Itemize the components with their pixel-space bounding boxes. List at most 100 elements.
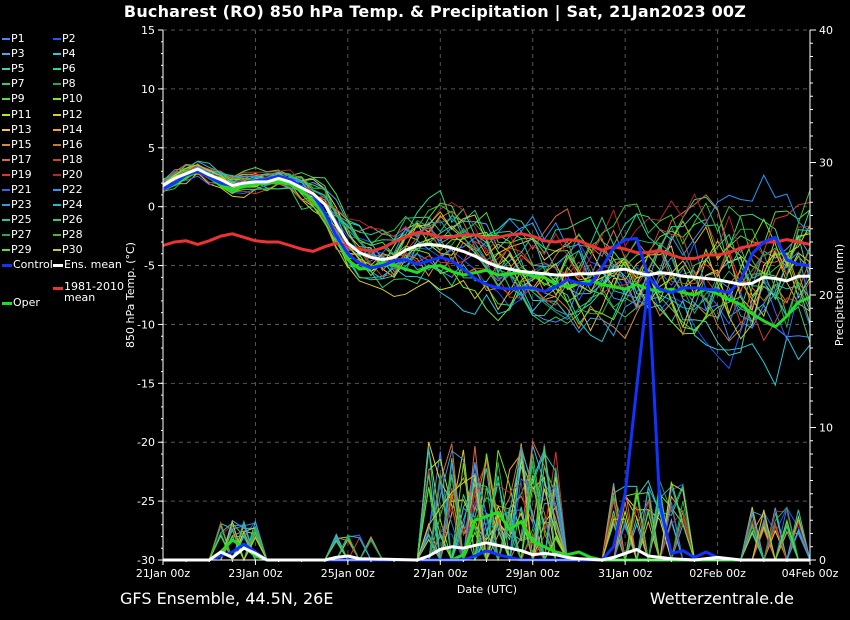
tick-label-temp: -10 [137,318,155,331]
tick-label-temp: -5 [144,260,155,273]
legend-label: P8 [62,77,76,91]
legend-item: P24 [53,198,83,212]
legend-item: P27 [2,228,32,242]
legend-item: P29 [2,243,32,257]
legend-item: Control [2,258,53,272]
legend-item: P3 [2,47,25,61]
tick-label-temp: 15 [141,24,155,37]
legend-swatch [2,38,10,40]
member-temp-line [162,164,811,295]
tick-label-temp: 0 [148,201,155,214]
tick-label-temp: -20 [137,436,155,449]
legend-swatch [53,158,61,161]
legend-item: P4 [53,47,76,61]
legend-item: P6 [53,62,76,76]
legend-label: Control [13,258,53,271]
legend-item: P11 [2,108,32,122]
legend-swatch [53,53,61,56]
legend-swatch [53,189,61,191]
legend-label: P1 [11,32,25,45]
legend-label: P12 [62,107,83,121]
legend-item: P17 [2,153,32,167]
legend-swatch [53,263,63,267]
legend-swatch [2,249,10,252]
legend-item: P22 [53,183,83,197]
axes: 15 10 5 0 -5 -10 -15 -20 -25 -30 40 30 20 10 0 21Jan 00… [136,24,839,580]
legend-item: P26 [53,213,83,227]
legend-swatch [53,249,61,252]
tick-label-temp: -15 [137,377,155,390]
legend-swatch [2,113,10,116]
legend-swatch [2,189,10,191]
tick-label-x: 23Jan 00z [228,567,282,580]
y-axis-label-left: 850 hPa Temp. (°C) [124,242,137,348]
legend-label: P9 [11,92,25,106]
legend-swatch [2,301,12,305]
legend-label: P26 [62,213,83,227]
legend-label: P25 [11,213,32,227]
legend-label: P3 [11,47,25,61]
legend-swatch [2,234,10,237]
ensemble-members [162,160,811,562]
legend-swatch [2,219,10,222]
legend-item: P14 [53,123,83,137]
legend-label: P24 [62,198,83,212]
legend-label: P17 [11,152,32,166]
series-1981-2010-mean [162,231,811,260]
legend-swatch [2,263,12,267]
tick-label-x: 29Jan 00z [506,567,560,580]
legend-label: P10 [62,92,83,106]
member-temp-line [162,164,811,387]
tick-label-precip: 30 [819,157,833,170]
legend-swatch [53,128,61,131]
legend-item: P21 [2,183,32,197]
y-axis-label-right: Precipitation (mm) [833,244,846,346]
legend-label: Ens. mean [64,258,122,271]
legend-label: P21 [11,183,32,196]
legend-item: P1 [2,32,25,46]
legend-item: P7 [2,77,25,91]
member-precip-line [163,483,811,562]
model-info: GFS Ensemble, 44.5N, 26E [120,589,334,608]
legend-swatch [2,83,10,86]
legend-item: P20 [53,168,83,182]
legend-swatch [53,83,61,86]
series-control [162,169,811,295]
legend-item: P12 [53,108,83,122]
legend-swatch [53,68,61,71]
member-temp-line [162,164,811,306]
legend-label: Oper [13,296,40,309]
legend-label: P7 [11,77,25,91]
tick-label-temp: -25 [137,495,155,508]
legend-swatch [53,98,61,101]
legend-label: P15 [11,137,32,151]
tick-label-x: 25Jan 00z [321,567,375,580]
legend-label: P19 [11,167,32,181]
legend-label: P18 [62,152,83,166]
legend-item: P5 [2,62,25,76]
legend-swatch [2,158,10,161]
legend-swatch [2,128,10,131]
legend-item: P18 [53,153,83,167]
legend-label: P16 [62,137,83,151]
legend-item: P8 [53,77,76,91]
series-oper [162,169,811,329]
legend-label: P20 [62,167,83,181]
legend-item: P9 [2,92,25,106]
legend-item: P16 [53,138,83,152]
legend-label: P5 [11,62,25,76]
legend-item: P30 [53,243,83,257]
legend-item: Ens. mean [53,258,122,272]
legend-swatch [53,204,61,207]
legend-label: P14 [62,122,83,136]
legend-swatch [53,234,61,237]
member-temp-line [162,169,811,280]
legend-swatch [53,113,61,116]
legend-swatch [2,98,10,101]
legend-item: P25 [2,213,32,227]
legend-label: 1981-2010 mean [64,280,124,304]
tick-label-temp: 5 [148,142,155,155]
tick-label-x: 27Jan 00z [413,567,467,580]
legend-swatch [2,173,10,176]
precip-oper [163,510,810,562]
